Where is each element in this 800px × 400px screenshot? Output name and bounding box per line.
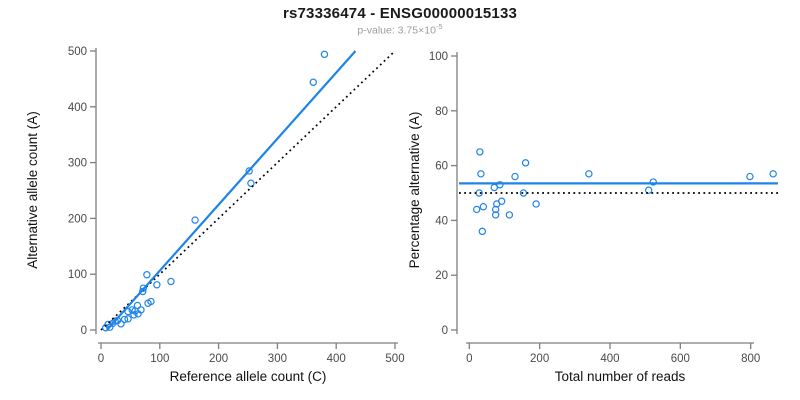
x-tick-label: 400 xyxy=(327,353,346,365)
data-point xyxy=(167,277,175,286)
x-axis-title: Reference allele count (C) xyxy=(170,369,327,384)
x-tick-label: 100 xyxy=(150,353,169,365)
data-point xyxy=(769,170,777,178)
data-point xyxy=(245,167,253,175)
data-point xyxy=(309,78,317,86)
data-point xyxy=(153,281,161,289)
y-tick-label: 0 xyxy=(442,325,448,337)
data-point xyxy=(117,320,125,328)
data-point xyxy=(191,216,199,224)
y-tick-label: 0 xyxy=(81,325,87,337)
y-tick-label: 200 xyxy=(68,213,87,225)
y-tick-label: 300 xyxy=(68,158,87,170)
figure-subtitle: p-value: 3.75×10-5 xyxy=(0,22,800,37)
x-tick-label: 200 xyxy=(530,353,549,365)
data-point xyxy=(519,189,528,197)
y-axis-title: Percentage alternative (A) xyxy=(407,112,422,269)
data-point xyxy=(124,307,132,316)
data-point xyxy=(532,200,540,208)
data-point xyxy=(644,186,653,194)
y-tick-label: 40 xyxy=(435,215,448,227)
data-point xyxy=(147,297,155,306)
pvalue-text: p-value: 3.75×10 xyxy=(357,24,436,37)
data-point xyxy=(143,271,151,279)
x-tick-label: 300 xyxy=(268,353,287,365)
data-point xyxy=(505,211,514,219)
x-tick-label: 500 xyxy=(385,353,404,365)
data-point xyxy=(497,197,506,205)
left-scatter-plot: 0 100 200 300 400 500 0 100 200 300 400 500 Referenc… xyxy=(25,46,405,384)
x-tick-label: 0 xyxy=(466,353,472,365)
data-point xyxy=(649,178,657,186)
y-tick-label: 80 xyxy=(435,106,448,118)
y-tick-label: 100 xyxy=(429,51,448,63)
data-point xyxy=(496,181,504,189)
data-point xyxy=(511,172,519,181)
data-point xyxy=(585,170,593,178)
data-point xyxy=(478,227,487,236)
y-axis-title: Alternative allele count (A) xyxy=(25,111,40,269)
y-tick-label: 400 xyxy=(68,102,87,114)
right-scatter-plot: 0 200 400 600 800 0 20 40 60 80 100 Total number of… xyxy=(407,51,778,384)
y-tick-label: 500 xyxy=(68,46,87,58)
regression-line xyxy=(106,50,357,331)
x-tick-label: 0 xyxy=(98,353,104,365)
data-point xyxy=(137,306,145,314)
x-axis-title: Total number of reads xyxy=(555,369,686,384)
figure-title: rs73336474 - ENSG00000015133 xyxy=(282,5,518,22)
pvalue-exponent: -5 xyxy=(435,22,443,31)
data-point xyxy=(139,284,148,292)
x-tick-label: 200 xyxy=(209,353,228,365)
data-point xyxy=(477,170,485,178)
data-point xyxy=(491,211,500,219)
data-point xyxy=(133,301,142,310)
x-tick-label: 800 xyxy=(741,353,760,365)
y-tick-label: 100 xyxy=(68,269,87,281)
data-point xyxy=(746,172,754,181)
data-point xyxy=(479,202,488,211)
data-point xyxy=(476,148,484,156)
x-tick-label: 400 xyxy=(600,353,619,365)
x-tick-label: 600 xyxy=(671,353,690,365)
data-point xyxy=(247,179,255,187)
y-tick-label: 20 xyxy=(435,270,448,282)
data-point xyxy=(320,50,329,59)
data-point xyxy=(124,315,132,323)
data-point xyxy=(521,159,530,167)
data-point xyxy=(120,315,129,324)
y-tick-label: 60 xyxy=(435,161,448,173)
data-point xyxy=(472,205,481,214)
data-point xyxy=(130,311,138,319)
